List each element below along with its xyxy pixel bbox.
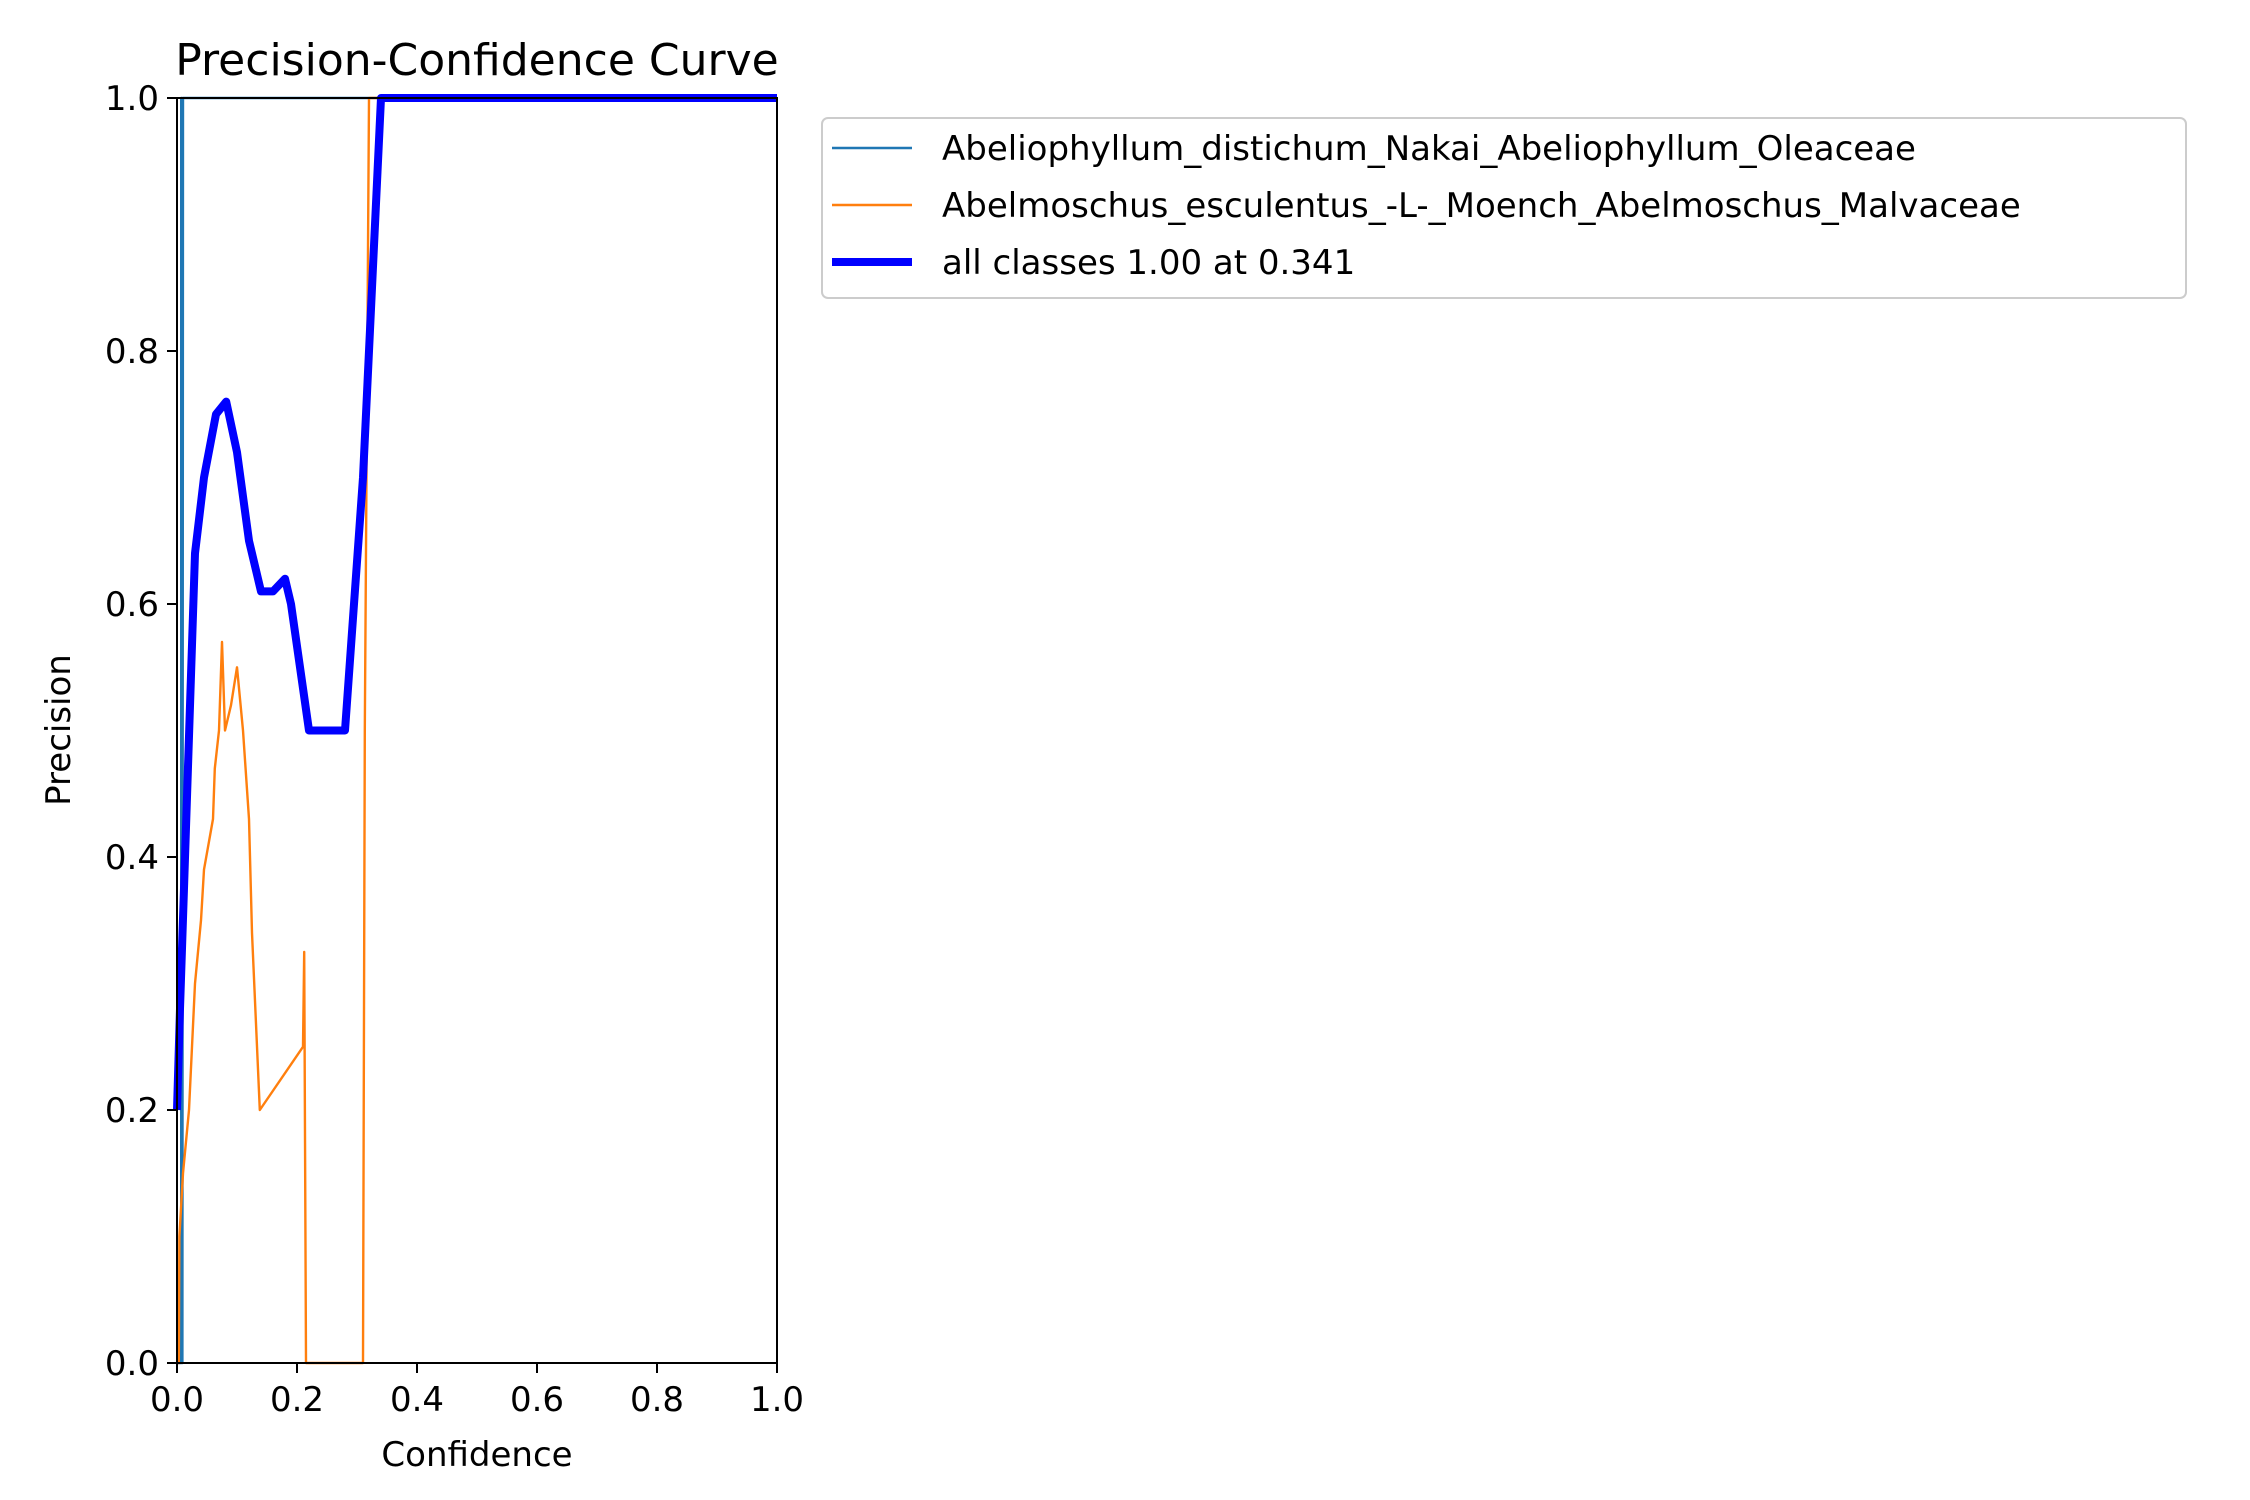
- x-tick-label: 0.2: [270, 1380, 324, 1420]
- y-tick-label: 1.0: [105, 79, 159, 119]
- y-axis-ticks: 0.0 0.2 0.4 0.6 0.8 1.0: [105, 79, 177, 1384]
- series-line-2: [173, 94, 777, 1111]
- legend-box: [821, 117, 2187, 299]
- y-tick-label: 0.0: [105, 1344, 159, 1384]
- x-axis-label: Confidence: [381, 1435, 572, 1475]
- y-axis-label: Precision: [39, 654, 79, 806]
- y-tick-label: 0.8: [105, 332, 159, 372]
- y-tick-label: 0.4: [105, 838, 159, 878]
- legend: Abeliophyllum_distichum_Nakai_Abeliophyl…: [821, 117, 2187, 299]
- legend-label-2: all classes 1.00 at 0.341: [942, 243, 1355, 283]
- x-tick-label: 0.0: [150, 1380, 204, 1420]
- series-line-0: [177, 96, 777, 1365]
- y-tick-label: 0.6: [105, 585, 159, 625]
- x-axis-ticks: 0.0 0.2 0.4 0.6 0.8 1.0: [150, 1363, 804, 1420]
- legend-entries: Abeliophyllum_distichum_Nakai_Abeliophyl…: [832, 129, 2021, 283]
- legend-label-1: Abelmoschus_esculentus_-L-_Moench_Abelmo…: [942, 186, 2021, 226]
- x-tick-label: 0.4: [390, 1380, 444, 1420]
- x-tick-label: 1.0: [750, 1380, 804, 1420]
- series-line-1: [177, 96, 777, 1365]
- plot-frame: [176, 97, 778, 1364]
- y-tick-label: 0.2: [105, 1091, 159, 1131]
- chart-title: Precision-Confidence Curve: [175, 35, 778, 86]
- x-tick-label: 0.6: [510, 1380, 564, 1420]
- legend-label-0: Abeliophyllum_distichum_Nakai_Abeliophyl…: [942, 129, 1916, 169]
- series-layer: [173, 94, 777, 1365]
- x-tick-label: 0.8: [630, 1380, 684, 1420]
